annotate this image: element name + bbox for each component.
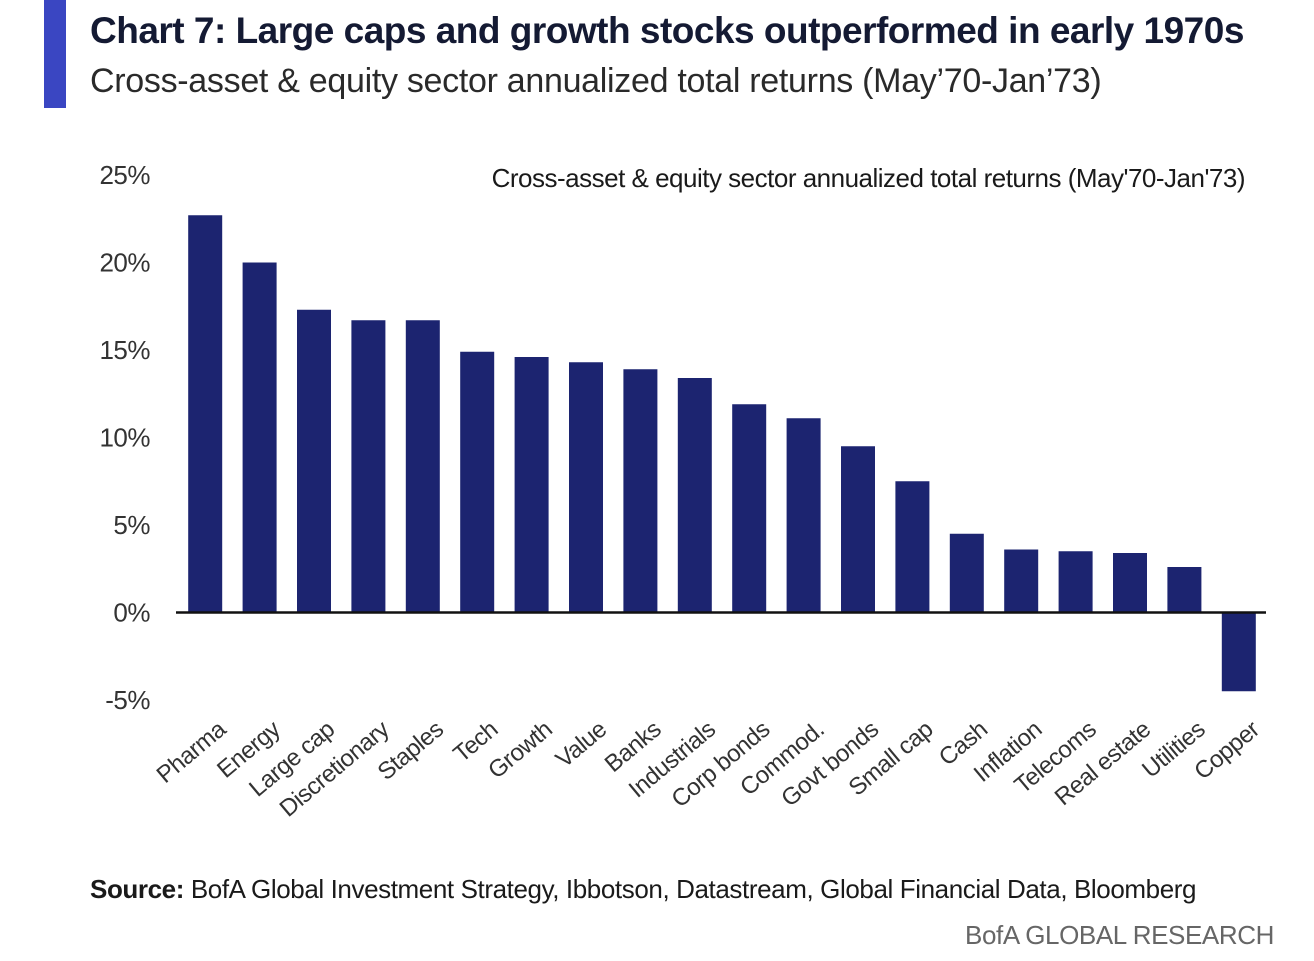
x-tick-label: Value	[551, 716, 612, 773]
bar	[949, 533, 984, 613]
chart-subtitle: Cross-asset & equity sector annualized t…	[90, 62, 1102, 100]
bar	[405, 320, 440, 613]
bar	[351, 320, 386, 613]
bar	[1113, 553, 1147, 613]
bar	[677, 378, 712, 613]
bar	[1058, 551, 1093, 613]
bar	[1167, 567, 1202, 613]
bar	[732, 404, 767, 613]
bar	[895, 481, 930, 613]
bar	[1004, 549, 1039, 613]
y-tick-label: 0%	[113, 598, 150, 628]
y-tick-label: 5%	[113, 510, 150, 540]
source-text: BofA Global Investment Strategy, Ibbotso…	[190, 874, 1197, 904]
x-tick-label: Pharma	[152, 715, 232, 789]
brand-label: BofA GLOBAL RESEARCH	[965, 920, 1274, 950]
chart-title: Chart 7: Large caps and growth stocks ou…	[90, 10, 1244, 51]
bar	[242, 262, 277, 613]
bar	[786, 418, 821, 613]
bar	[297, 309, 331, 613]
source-note: Source: BofA Global Investment Strategy,…	[90, 874, 1197, 905]
y-tick-label: 25%	[99, 160, 150, 190]
accent-bar	[44, 0, 66, 108]
source-label: Source:	[90, 874, 185, 904]
bar	[514, 357, 549, 613]
y-tick-label: 10%	[99, 423, 150, 453]
bar	[623, 369, 658, 613]
bar	[188, 215, 223, 613]
bar	[569, 362, 603, 613]
bar	[841, 446, 875, 613]
bar-chart: Cross-asset & equity sector annualized t…	[99, 160, 1266, 822]
y-tick-label: 20%	[99, 248, 150, 278]
bar	[460, 351, 495, 613]
y-tick-label: -5%	[105, 685, 150, 715]
chart-inner-title: Cross-asset & equity sector annualized t…	[492, 163, 1245, 193]
bar	[1221, 612, 1256, 692]
y-tick-label: 15%	[99, 335, 150, 365]
